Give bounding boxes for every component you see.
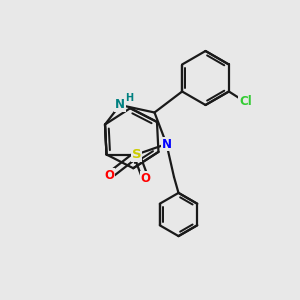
Text: H: H xyxy=(125,93,134,103)
Text: O: O xyxy=(104,169,115,182)
Text: S: S xyxy=(132,148,141,161)
Text: O: O xyxy=(140,172,151,185)
Text: N: N xyxy=(161,137,172,151)
Text: N: N xyxy=(115,98,125,112)
Text: Cl: Cl xyxy=(239,95,252,109)
